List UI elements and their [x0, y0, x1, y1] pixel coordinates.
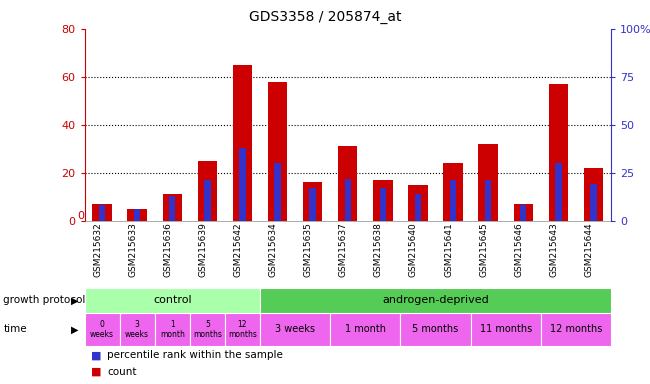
Text: 12 months: 12 months — [550, 324, 602, 334]
Text: 0: 0 — [77, 211, 84, 221]
Bar — [260, 313, 330, 346]
Text: percentile rank within the sample: percentile rank within the sample — [107, 350, 283, 360]
Bar — [309, 188, 316, 221]
Bar — [330, 313, 400, 346]
Bar — [134, 209, 140, 221]
Bar — [198, 161, 217, 221]
Text: GSM215639: GSM215639 — [198, 223, 207, 278]
Text: time: time — [3, 324, 27, 334]
Bar — [169, 196, 176, 221]
Bar — [260, 288, 611, 313]
Text: 11 months: 11 months — [480, 324, 532, 334]
Text: GSM215637: GSM215637 — [339, 223, 348, 278]
Bar — [190, 313, 225, 346]
Text: GSM215632: GSM215632 — [93, 223, 102, 277]
Text: GSM215638: GSM215638 — [374, 223, 383, 278]
Bar — [99, 205, 105, 221]
Bar — [549, 84, 568, 221]
Text: ■: ■ — [91, 366, 101, 377]
Bar — [584, 168, 603, 221]
Bar — [478, 144, 498, 221]
Bar — [450, 180, 456, 221]
Text: GSM215640: GSM215640 — [409, 223, 418, 277]
Bar — [204, 180, 211, 221]
Text: GSM215636: GSM215636 — [163, 223, 172, 278]
Text: count: count — [107, 366, 136, 377]
Bar — [400, 313, 471, 346]
Text: ▶: ▶ — [70, 295, 78, 306]
Bar — [485, 180, 491, 221]
Bar — [380, 188, 386, 221]
Text: GSM215644: GSM215644 — [584, 223, 593, 277]
Bar — [338, 146, 358, 221]
Text: 0
weeks: 0 weeks — [90, 319, 114, 339]
Text: GSM215643: GSM215643 — [549, 223, 558, 277]
Bar — [239, 148, 246, 221]
Text: ▶: ▶ — [70, 324, 78, 334]
Bar — [155, 313, 190, 346]
Bar — [84, 288, 260, 313]
Text: 3 weeks: 3 weeks — [275, 324, 315, 334]
Text: ■: ■ — [91, 350, 101, 360]
Bar — [127, 209, 147, 221]
Text: GSM215642: GSM215642 — [233, 223, 242, 277]
Text: GSM215645: GSM215645 — [479, 223, 488, 277]
Text: GSM215646: GSM215646 — [514, 223, 523, 277]
Bar — [373, 180, 393, 221]
Bar — [84, 313, 120, 346]
Text: growth protocol: growth protocol — [3, 295, 86, 306]
Bar — [520, 205, 526, 221]
Text: GSM215633: GSM215633 — [128, 223, 137, 278]
Bar — [555, 163, 562, 221]
Bar — [408, 185, 428, 221]
Text: GSM215635: GSM215635 — [304, 223, 313, 278]
Bar — [120, 313, 155, 346]
Text: 1
month: 1 month — [160, 319, 185, 339]
Bar — [274, 163, 281, 221]
Bar — [443, 163, 463, 221]
Bar — [92, 204, 112, 221]
Bar — [590, 184, 597, 221]
Bar — [233, 65, 252, 221]
Bar — [471, 313, 541, 346]
Text: control: control — [153, 295, 192, 306]
Bar — [514, 204, 533, 221]
Text: 1 month: 1 month — [344, 324, 386, 334]
Bar — [268, 81, 287, 221]
Bar — [541, 313, 611, 346]
Text: 3
weeks: 3 weeks — [125, 319, 149, 339]
Text: GDS3358 / 205874_at: GDS3358 / 205874_at — [249, 10, 401, 23]
Text: GSM215641: GSM215641 — [444, 223, 453, 277]
Text: androgen-deprived: androgen-deprived — [382, 295, 489, 306]
Text: 5
months: 5 months — [193, 319, 222, 339]
Bar — [344, 179, 351, 221]
Bar — [303, 182, 322, 221]
Text: 12
months: 12 months — [228, 319, 257, 339]
Text: 5 months: 5 months — [412, 324, 459, 334]
Bar — [225, 313, 260, 346]
Bar — [415, 194, 421, 221]
Bar — [162, 194, 182, 221]
Text: GSM215634: GSM215634 — [268, 223, 278, 277]
